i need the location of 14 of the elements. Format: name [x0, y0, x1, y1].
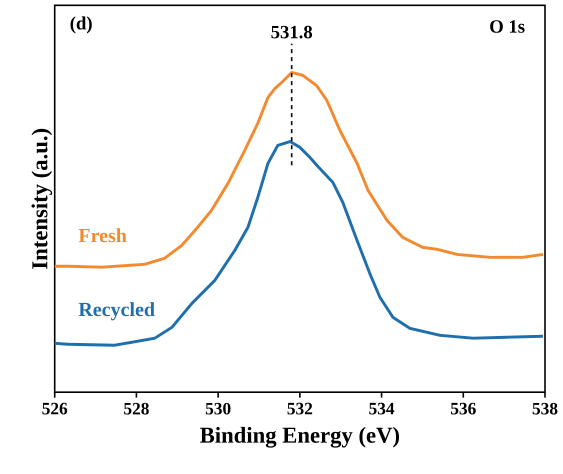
series-label: Recycled	[78, 302, 155, 321]
ref-line-label: 531.8	[271, 26, 312, 39]
text: (d)	[70, 16, 92, 34]
x-tick-label: 534	[369, 402, 394, 415]
x-axis-title: Binding Energy (eV)	[200, 427, 399, 448]
x-tick-label: 526	[42, 402, 68, 415]
x-tick-label: 532	[288, 402, 312, 415]
x-tick-label: 536	[450, 402, 476, 415]
y-axis-title: Intensity (a.u.)	[31, 129, 52, 270]
series-label: Fresh	[78, 228, 127, 242]
text: O 1s	[490, 20, 525, 33]
x-tick-label: 538	[532, 403, 558, 415]
x-tick-label: 528	[124, 403, 149, 415]
x-tick-label: 530	[206, 403, 230, 415]
